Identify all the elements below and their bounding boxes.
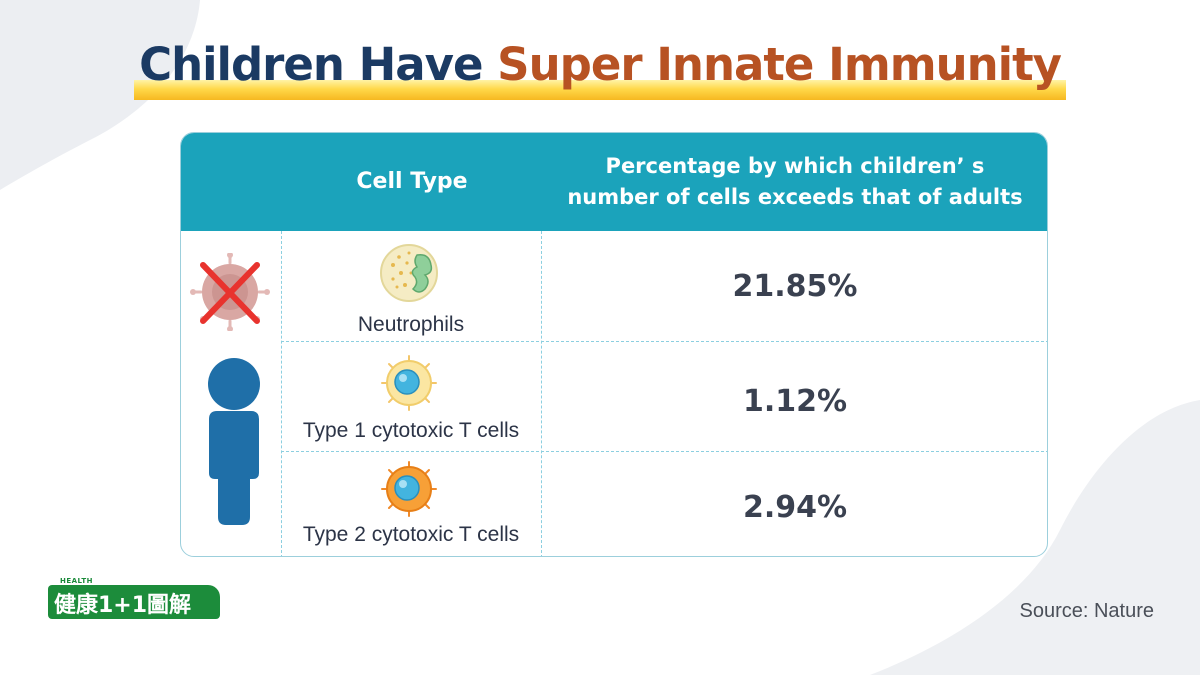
neutrophil-cell-icon [380,244,438,302]
percentage-type2: 2.94% [742,490,848,525]
crossed-virus-icon [190,253,270,331]
background-decoration-bottom-right [870,400,1200,675]
table-header: Cell Type Percentage by which children’ … [181,133,1047,231]
divider-vertical-2 [541,231,542,556]
header-percentage-line2: number of cells exceeds that of adults [567,185,1023,209]
header-percentage-line1: Percentage by which children’ s [605,154,985,178]
cell-name-neutrophils: Neutrophils [357,313,465,336]
percentage-neutrophils: 21.85% [732,269,858,304]
page-title: Children Have Super Innate Immunity [134,34,1066,96]
percentage-type1: 1.12% [742,384,848,419]
background-decoration-top-left [0,0,200,190]
title-part-navy: Children Have [139,38,498,91]
child-person-icon [208,358,260,525]
title-block: Children Have Super Innate Immunity [134,34,1066,100]
divider-horizontal-2 [281,451,1047,452]
header-cell-type: Cell Type [356,169,468,194]
divider-horizontal-1 [281,341,1047,342]
logo-box: 健康1+1圖解 [48,585,220,619]
divider-vertical-1 [281,231,282,556]
cell-name-type1: Type 1 cytotoxic T cells [302,419,520,442]
t-cell-type1-icon [381,355,437,411]
title-highlight-bar [134,80,1066,100]
header-percentage: Percentage by which children’ s number o… [543,151,1047,213]
t-cell-type2-icon [381,461,437,517]
title-part-orange: Super Innate Immunity [497,38,1062,91]
source-note: Source: Nature [1019,600,1154,622]
cell-name-type2: Type 2 cytotoxic T cells [302,523,520,546]
logo-small-text: HEALTH [60,577,93,585]
logo-main-text: 健康1+1圖解 [54,593,192,618]
comparison-table: Cell Type Percentage by which children’ … [180,132,1048,557]
brand-logo: HEALTH 健康1+1圖解 [48,577,224,621]
